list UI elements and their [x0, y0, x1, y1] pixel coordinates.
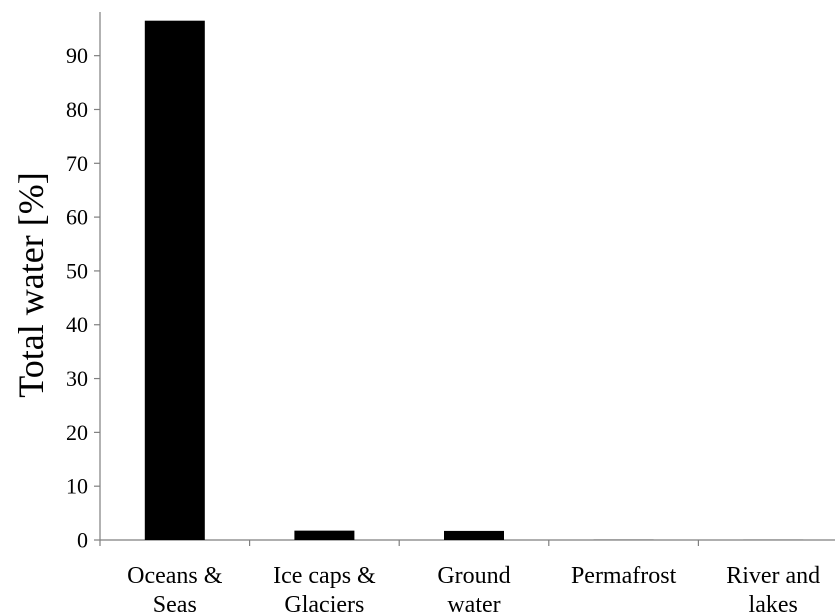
- y-tick-label: 50: [66, 258, 88, 283]
- bar: [144, 20, 205, 540]
- bars: [144, 20, 804, 540]
- y-tick-label: 0: [77, 528, 88, 553]
- y-axis-title: Total water [%]: [11, 172, 51, 397]
- x-category-label: Ice caps & Glaciers: [273, 563, 376, 616]
- bar: [294, 530, 355, 540]
- y-tick-label: 80: [66, 97, 88, 122]
- y-tick-label: 30: [66, 366, 88, 391]
- category-labels: Oceans & Seas Ice caps & Glaciers Ground wate…: [127, 563, 820, 616]
- y-tick-label: 90: [66, 43, 88, 68]
- y-tick-label: 20: [66, 420, 88, 445]
- y-axis: 0 10 20 30 40 50 60 70 80 90: [66, 12, 101, 553]
- x-category-label: Ground water: [437, 563, 510, 616]
- x-axis: [99, 539, 835, 546]
- x-category-label: Permafrost: [571, 563, 677, 589]
- x-category-label: Oceans & Seas: [127, 563, 223, 616]
- x-category-label: River and lakes: [726, 563, 820, 616]
- y-tick-label: 40: [66, 312, 88, 337]
- y-tick-label: 70: [66, 151, 88, 176]
- y-tick-label: 60: [66, 205, 88, 230]
- y-tick-label: 10: [66, 474, 88, 499]
- bar: [444, 530, 504, 540]
